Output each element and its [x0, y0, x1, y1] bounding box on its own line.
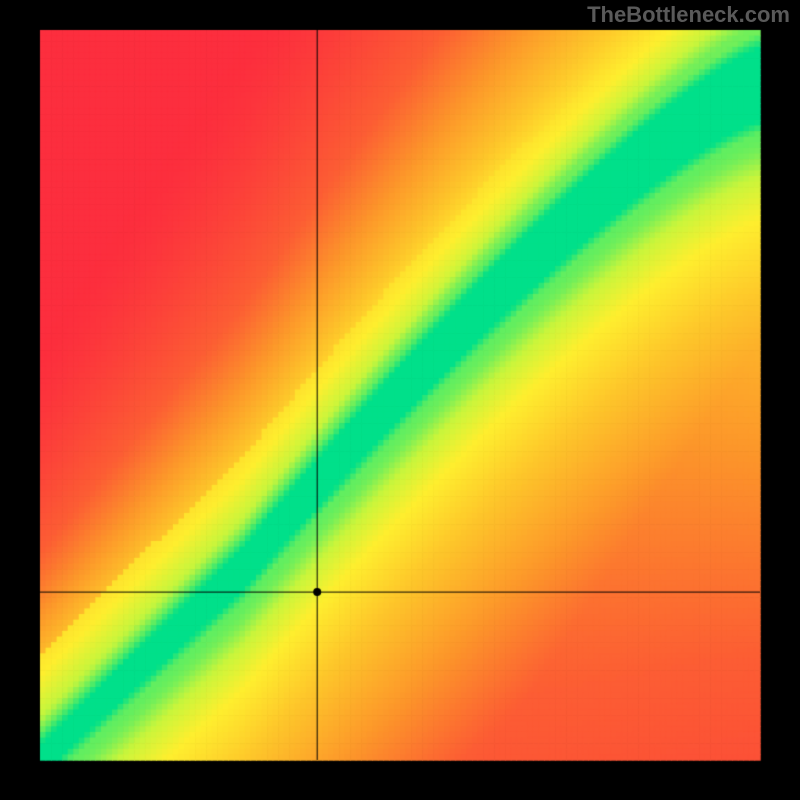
chart-container: TheBottleneck.com	[0, 0, 800, 800]
watermark-text: TheBottleneck.com	[587, 2, 790, 28]
bottleneck-heatmap	[0, 0, 800, 800]
